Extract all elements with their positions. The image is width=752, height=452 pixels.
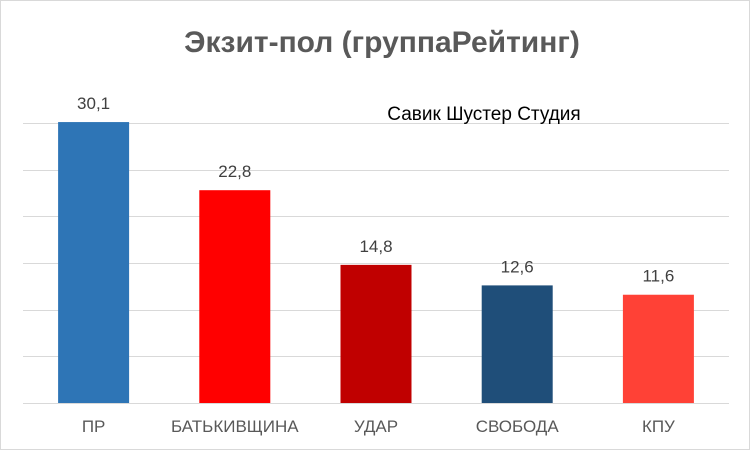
data-label: 11,6 [642,267,674,286]
x-tick-label: КПУ [642,417,675,436]
data-label: 14,8 [359,237,392,256]
chart-title: Экзит-пол (группаРейтинг) [184,26,580,59]
bar [199,190,271,403]
x-tick-label: ПР [82,417,106,436]
bar [622,294,694,403]
bar [340,264,412,403]
bar [58,122,130,404]
data-labels: 30,1 22,8 14,8 12,6 11,6 [77,94,674,286]
data-label: 22,8 [218,162,251,181]
x-tick-label: СВОБОДА [476,417,560,436]
bar [481,285,553,403]
x-tick-label: УДАР [354,417,398,436]
chart-annotation: Савик Шустер Студия [387,104,580,125]
data-label: 30,1 [77,94,110,113]
data-label: 12,6 [501,257,534,276]
x-tick-label: БАТЬКИВЩИНА [171,417,299,436]
x-axis-tick-labels: ПР БАТЬКИВЩИНА УДАР СВОБОДА КПУ [82,417,675,436]
bars [58,122,694,404]
